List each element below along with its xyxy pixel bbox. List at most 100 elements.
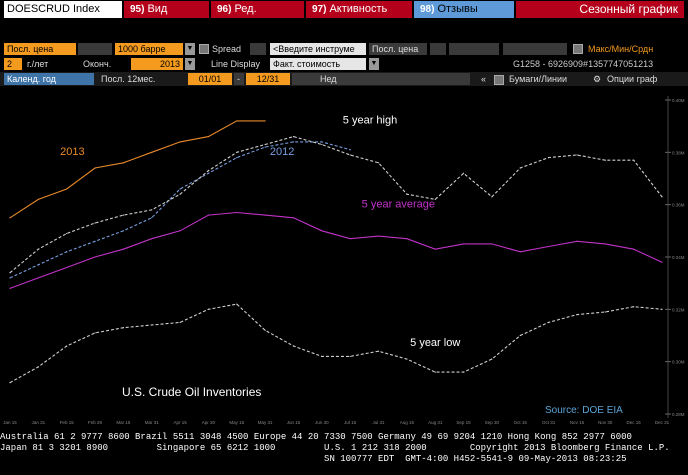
chart-options-button[interactable]: Опции граф — [607, 74, 658, 84]
series-label-2013: 2013 — [60, 146, 84, 158]
data-point — [66, 188, 68, 190]
x-tick-label: Jul 15 — [344, 420, 357, 425]
series-label-5-year-average: 5 year average — [362, 198, 435, 210]
footer-line-2: Japan 81 3 3201 8900 Singapore 65 6212 1… — [0, 443, 670, 453]
menu-feedback[interactable]: 98) Отзывы — [414, 1, 514, 18]
from-date-field[interactable]: 01/01 — [188, 73, 232, 85]
data-point — [321, 230, 323, 232]
frequency-select[interactable]: Нед — [292, 73, 470, 85]
data-point — [633, 306, 635, 308]
data-point — [207, 308, 210, 310]
data-point — [462, 172, 465, 174]
data-point — [491, 243, 493, 245]
data-point — [37, 277, 39, 279]
data-point — [264, 329, 266, 331]
x-tick-label: Sep 15 — [456, 420, 471, 425]
data-point — [491, 196, 493, 198]
data-point — [151, 324, 153, 326]
instrument-input[interactable]: <Введите инструме — [270, 43, 366, 55]
data-point — [179, 141, 181, 143]
menu-view-num: 95) — [130, 4, 145, 15]
x-tick-label: Jun 30 — [315, 420, 329, 425]
maxmin-checkbox[interactable] — [573, 44, 583, 54]
data-point — [633, 159, 635, 161]
security-code: G1258 - 6926909#1357747051213 — [513, 59, 654, 69]
data-point — [406, 193, 408, 195]
series-line-5-year-average — [9, 211, 663, 289]
data-point — [66, 251, 68, 253]
menu-edit[interactable]: 96) Ред. — [211, 1, 304, 18]
field-blank-4[interactable] — [449, 43, 499, 55]
x-tick-label: Mar 31 — [145, 420, 160, 425]
menu-activity[interactable]: 97) Активность — [306, 1, 412, 18]
menu-feedback-label: Отзывы — [437, 3, 478, 15]
x-tick-label: Jan 15 — [3, 420, 17, 425]
data-point — [292, 345, 295, 347]
gear-icon[interactable]: ⚙ — [593, 74, 602, 84]
last-12-months-tab[interactable]: Посл. 12мес. — [101, 74, 156, 84]
data-point — [576, 154, 578, 156]
data-point — [9, 217, 11, 219]
data-point — [349, 355, 351, 358]
field-last-price[interactable]: Посл. цена — [4, 43, 76, 55]
data-point — [604, 311, 606, 313]
securities-lines-button[interactable]: Бумаги/Линии — [509, 74, 568, 84]
years-field[interactable]: 2 — [4, 58, 22, 70]
value-type-dropdown[interactable]: ▼ — [369, 58, 379, 70]
data-point — [236, 211, 238, 214]
collapse-icon[interactable]: « — [481, 74, 487, 84]
series-line-2012 — [9, 141, 351, 279]
x-tick-label: Feb 15 — [60, 420, 75, 425]
value-type-select[interactable]: Факт. стоимость — [270, 58, 366, 70]
menu-activity-label: Активность — [329, 3, 388, 15]
field-blank-5[interactable] — [503, 43, 567, 55]
end-year-dropdown[interactable]: ▼ — [185, 58, 195, 70]
to-date-field[interactable]: 12/31 — [246, 73, 290, 85]
x-tick-label: Aug 31 — [428, 420, 443, 425]
field-blank-2[interactable] — [250, 43, 266, 55]
data-point — [576, 313, 578, 316]
data-point — [207, 170, 210, 172]
data-point — [349, 154, 351, 156]
x-tick-label: Aug 15 — [400, 420, 415, 425]
series-label-2012: 2012 — [270, 146, 294, 158]
page-title: Сезонный график — [516, 1, 684, 18]
y-tick-label: 0.28M — [672, 412, 685, 417]
data-point — [9, 277, 11, 279]
years-label: г./лет — [27, 59, 49, 69]
x-tick-label: Jan 31 — [32, 420, 46, 425]
calendar-year-tab[interactable]: Календ. год — [4, 73, 94, 85]
data-point — [292, 136, 295, 138]
data-point — [94, 167, 96, 169]
spread-checkbox[interactable] — [199, 44, 209, 54]
data-point — [434, 371, 436, 373]
footer-line-3: SN 100777 EDT GMT-4:00 H452-5541-9 09-Ma… — [0, 454, 627, 464]
data-point — [462, 371, 465, 373]
data-point — [633, 248, 635, 250]
menu-view[interactable]: 95) Вид — [124, 1, 209, 18]
end-year-field[interactable]: 2013 — [131, 58, 183, 70]
data-point — [207, 136, 210, 138]
data-point — [122, 230, 124, 232]
data-point — [151, 238, 153, 240]
data-point — [66, 232, 68, 235]
data-point — [236, 303, 238, 305]
data-point — [264, 146, 266, 148]
series-line-2013 — [9, 120, 266, 219]
maxmin-label: Макс/Мин/Срдн — [588, 44, 654, 54]
field-last-price-2[interactable]: Посл. цена — [369, 43, 427, 55]
ticker-field[interactable]: DOESCRUD Index — [4, 1, 122, 18]
y-tick-label: 0.32M — [672, 307, 685, 312]
data-point — [661, 308, 663, 310]
footer-line-1: Australia 61 2 9777 8600 Brazil 5511 304… — [0, 432, 632, 442]
units-dropdown[interactable]: ▼ — [185, 43, 195, 55]
field-blank-1[interactable] — [78, 43, 112, 55]
data-point — [377, 162, 380, 164]
securities-checkbox[interactable] — [494, 75, 504, 85]
data-point — [94, 240, 96, 242]
field-units[interactable]: 1000 барре — [115, 43, 183, 55]
field-blank-3[interactable] — [430, 43, 446, 55]
data-point — [236, 120, 238, 122]
data-point — [519, 167, 521, 169]
data-point — [604, 243, 606, 245]
